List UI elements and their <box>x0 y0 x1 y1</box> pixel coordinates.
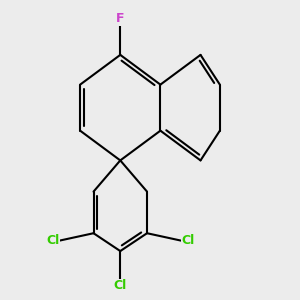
Text: Cl: Cl <box>181 234 194 247</box>
Text: Cl: Cl <box>114 279 127 292</box>
Text: Cl: Cl <box>46 234 59 247</box>
Text: F: F <box>116 12 124 25</box>
